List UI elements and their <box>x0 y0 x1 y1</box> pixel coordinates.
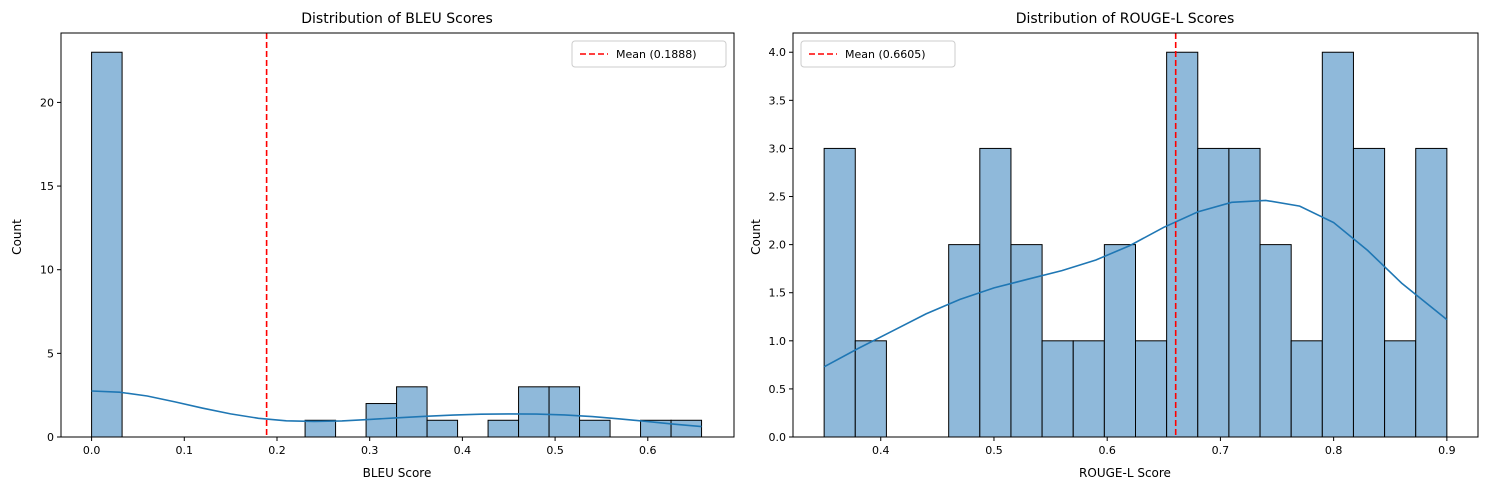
x-tick-label: 0.6 <box>639 444 657 457</box>
histogram-bar <box>426 419 459 438</box>
x-tick-label: 0.0 <box>83 444 101 457</box>
histogram-bar <box>548 386 581 438</box>
y-tick-label: 2.0 <box>769 239 787 252</box>
plot-frame <box>792 32 1479 438</box>
x-tick-label: 0.3 <box>361 444 379 457</box>
x-tick-label: 0.9 <box>1438 444 1456 457</box>
x-axis-label: ROUGE-L Score <box>1079 466 1171 480</box>
histogram-bar <box>1197 147 1230 438</box>
chart-title: Distribution of ROUGE-L Scores <box>1016 11 1235 27</box>
legend-label: Mean (0.1888) <box>616 48 697 61</box>
chart-title: Distribution of BLEU Scores <box>301 11 493 27</box>
histogram-bar <box>396 386 428 438</box>
histogram-bar <box>854 340 887 438</box>
histogram-bar <box>1259 244 1292 438</box>
y-tick-label: 1.0 <box>769 335 787 348</box>
x-tick-label: 0.8 <box>1325 444 1343 457</box>
x-tick-label: 0.5 <box>546 444 564 457</box>
y-tick-label: 5 <box>47 347 54 360</box>
histogram-bar <box>1384 340 1417 438</box>
histogram-bar <box>518 386 550 438</box>
y-tick-label: 10 <box>40 264 54 277</box>
y-tick-label: 2.5 <box>769 191 787 204</box>
histogram-bar <box>979 147 1012 438</box>
plot-area: 0.4 0.5 0.6 0.7 0.8 0.9 0.0 0.5 1.0 1.5 2.0 2.5 3.0 3… <box>769 32 1479 457</box>
histogram-bar <box>1041 340 1074 438</box>
y-tick-label: 0.0 <box>769 431 787 444</box>
rouge-l-histogram: Distribution of ROUGE-L Scores 0.4 0.5 0.6… <box>749 11 1479 480</box>
y-axis-label: Count <box>749 219 763 255</box>
histogram-bar <box>823 147 856 438</box>
y-tick-label: 3.5 <box>769 94 787 107</box>
histogram-bar <box>1072 340 1105 438</box>
kde-line <box>91 390 702 428</box>
legend: Mean (0.6605) <box>800 40 956 68</box>
x-tick-label: 0.4 <box>872 444 890 457</box>
y-tick-label: 1.5 <box>769 287 787 300</box>
x-tick-label: 0.6 <box>1098 444 1116 457</box>
histogram-bar <box>579 419 611 438</box>
legend-box <box>571 40 727 68</box>
histogram-bar <box>1166 51 1199 438</box>
histogram-bar <box>670 419 703 438</box>
plot-frame <box>60 32 735 438</box>
kde-line <box>823 199 1448 368</box>
legend: Mean (0.1888) <box>571 40 727 68</box>
legend-label: Mean (0.6605) <box>845 48 926 61</box>
bleu-histogram: Distribution of BLEU Scores 0.0 0.1 0.2 0.3… <box>10 11 735 480</box>
y-tick-label: 20 <box>40 96 54 109</box>
histogram-bar <box>1352 147 1386 438</box>
y-tick-label: 3.0 <box>769 142 787 155</box>
histogram-bar <box>1103 244 1137 438</box>
histogram-bar <box>304 419 337 438</box>
x-axis-label: BLEU Score <box>363 466 432 480</box>
x-tick-label: 0.4 <box>454 444 472 457</box>
x-tick-label: 0.7 <box>1212 444 1230 457</box>
y-tick-label: 0.5 <box>769 383 787 396</box>
y-axis-label: Count <box>10 219 24 255</box>
plot-area: 0.0 0.1 0.2 0.3 0.4 0.5 0.6 0 5 10 15 20 Mean (0.188… <box>40 32 735 457</box>
y-tick-label: 0 <box>47 431 54 444</box>
x-tick-label: 0.2 <box>268 444 286 457</box>
histogram-bar <box>1415 147 1448 438</box>
legend-box <box>800 40 956 68</box>
histogram-bar <box>365 403 398 438</box>
x-tick-label: 0.5 <box>985 444 1003 457</box>
x-tick-label: 0.1 <box>176 444 194 457</box>
histogram-bar <box>1321 51 1354 438</box>
histogram-bar <box>1135 340 1168 438</box>
histogram-bar <box>1228 147 1261 438</box>
histogram-bar <box>487 419 520 438</box>
y-tick-label: 15 <box>40 180 54 193</box>
y-tick-label: 4.0 <box>769 46 787 59</box>
histogram-bar <box>91 51 123 438</box>
histogram-bar <box>948 244 981 438</box>
histogram-bar <box>1290 340 1323 438</box>
histogram-bar <box>1010 244 1043 438</box>
